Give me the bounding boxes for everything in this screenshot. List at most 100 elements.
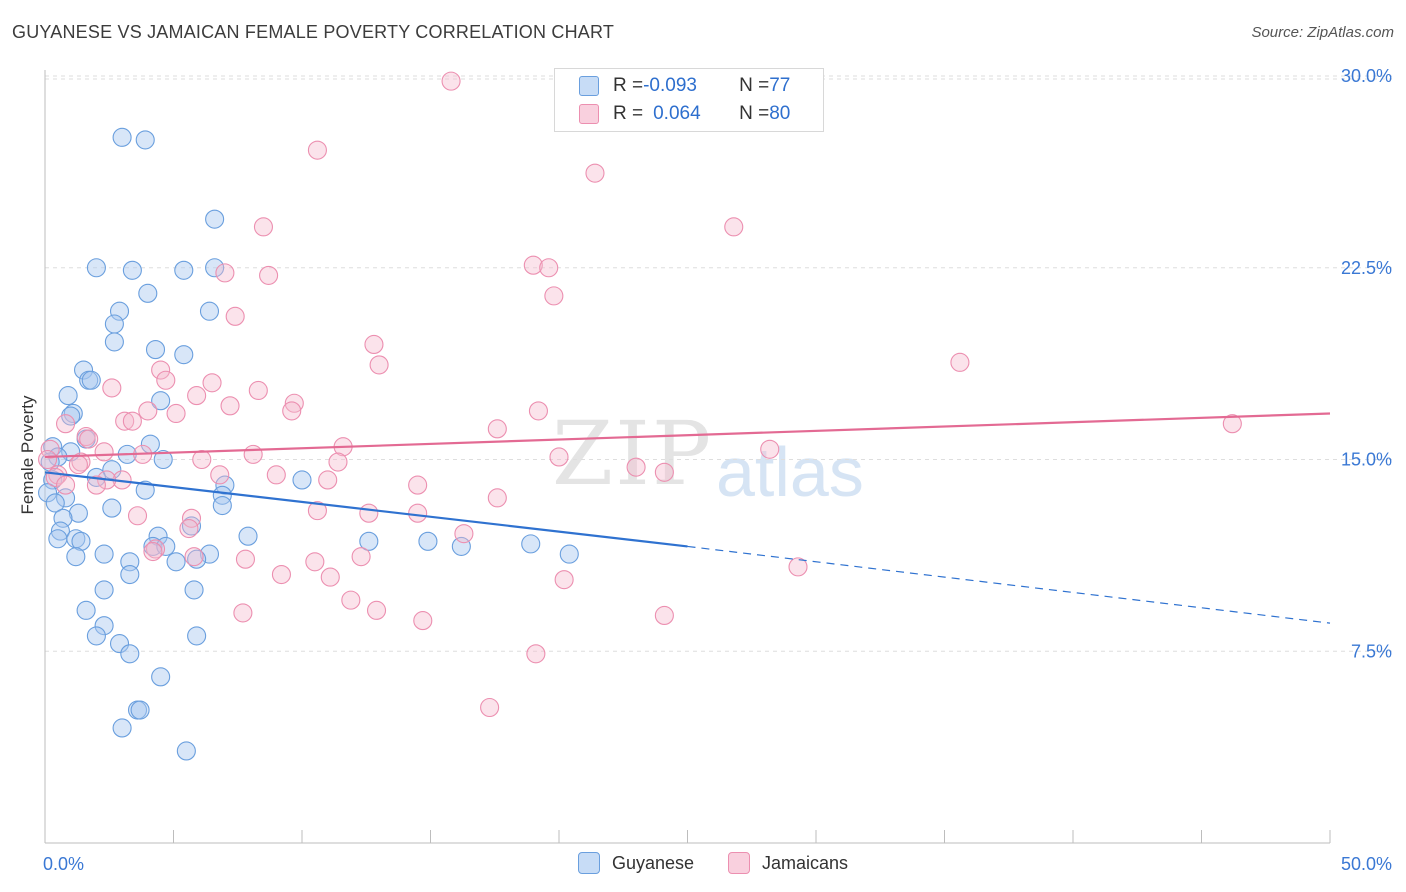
point-guyanese xyxy=(109,301,130,321)
legend-n-value: 80 xyxy=(769,103,791,124)
point-guyanese xyxy=(94,580,114,600)
point-jamaicans xyxy=(585,163,605,183)
point-jamaicans xyxy=(441,71,461,91)
correlation-legend: R = -0.093 N = 77 R = 0.064 N = 80 xyxy=(554,68,824,132)
point-jamaicans xyxy=(266,465,286,485)
axes xyxy=(44,70,1331,844)
point-guyanese xyxy=(205,209,225,229)
point-guyanese xyxy=(138,283,158,303)
bottom-swatch-guyanese xyxy=(578,852,600,874)
point-jamaicans xyxy=(79,429,99,449)
point-guyanese xyxy=(81,370,101,390)
legend-r-value: 0.064 xyxy=(653,103,701,124)
point-jamaicans xyxy=(950,352,970,372)
point-guyanese xyxy=(559,544,579,564)
point-guyanese xyxy=(48,529,68,549)
point-guyanese xyxy=(104,332,124,352)
point-jamaicans xyxy=(724,217,744,237)
point-jamaicans xyxy=(554,570,574,590)
point-jamaicans xyxy=(454,524,474,544)
point-guyanese xyxy=(238,526,258,546)
point-guyanese xyxy=(187,549,207,569)
point-jamaicans xyxy=(225,306,245,326)
point-guyanese xyxy=(38,483,58,503)
point-guyanese xyxy=(130,700,150,720)
point-jamaicans xyxy=(369,355,389,375)
point-jamaicans xyxy=(341,590,361,610)
point-guyanese xyxy=(212,495,232,516)
point-jamaicans xyxy=(480,697,500,718)
point-jamaicans xyxy=(359,503,379,523)
x-tick-label: 50.0% xyxy=(1341,854,1392,874)
point-guyanese xyxy=(66,547,86,567)
point-jamaicans xyxy=(318,470,338,490)
watermark-zip: ZIP xyxy=(552,402,714,505)
point-jamaicans xyxy=(220,396,240,416)
point-guyanese xyxy=(151,391,171,411)
point-jamaicans xyxy=(523,255,543,275)
point-jamaicans xyxy=(259,265,279,285)
legend-r-label: R = xyxy=(613,103,644,124)
point-jamaicans xyxy=(115,411,135,431)
point-guyanese xyxy=(135,480,155,500)
bottom-legend-jamaicans: Jamaicans xyxy=(728,852,848,874)
point-jamaicans xyxy=(248,380,268,401)
point-guyanese xyxy=(135,130,155,150)
point-guyanese xyxy=(181,516,202,536)
point-guyanese xyxy=(174,345,194,365)
point-jamaicans xyxy=(413,611,433,631)
point-guyanese xyxy=(145,340,166,360)
point-jamaicans xyxy=(271,564,291,585)
point-guyanese xyxy=(120,644,140,664)
legend-n-label: N = xyxy=(739,75,770,96)
point-jamaicans xyxy=(184,547,204,567)
bottom-legend-label: Guyanese xyxy=(612,852,695,873)
point-guyanese xyxy=(521,534,541,554)
point-jamaicans xyxy=(282,401,302,421)
point-guyanese xyxy=(45,493,65,513)
point-jamaicans xyxy=(151,360,171,380)
point-jamaicans xyxy=(351,547,371,567)
point-guyanese xyxy=(68,503,88,523)
point-jamaicans xyxy=(408,475,428,495)
point-guyanese xyxy=(359,531,379,551)
y-tick-label: 7.5% xyxy=(1351,641,1392,661)
point-guyanese xyxy=(86,258,106,278)
point-guyanese xyxy=(166,552,186,572)
point-guyanese xyxy=(112,718,132,738)
point-guyanese xyxy=(418,531,438,551)
point-jamaicans xyxy=(127,506,148,526)
point-guyanese xyxy=(86,626,106,646)
point-jamaicans xyxy=(328,452,348,472)
point-guyanese xyxy=(292,470,312,490)
point-jamaicans xyxy=(122,411,142,431)
point-guyanese xyxy=(187,626,207,646)
point-jamaicans xyxy=(156,370,176,390)
point-guyanese xyxy=(120,564,140,585)
point-jamaicans xyxy=(760,439,780,459)
point-jamaicans xyxy=(654,605,674,626)
point-jamaicans xyxy=(307,140,327,160)
point-jamaicans xyxy=(544,286,564,306)
point-jamaicans xyxy=(307,501,327,521)
point-jamaicans xyxy=(366,600,387,620)
point-guyanese xyxy=(199,544,220,564)
point-guyanese xyxy=(58,386,78,406)
point-jamaicans xyxy=(145,539,166,559)
point-jamaicans xyxy=(1222,414,1242,434)
point-jamaicans xyxy=(526,644,546,664)
y-tick-label: 22.5% xyxy=(1341,258,1392,278)
point-guyanese xyxy=(76,600,96,620)
point-jamaicans xyxy=(549,447,569,467)
point-jamaicans xyxy=(187,386,207,406)
point-guyanese xyxy=(74,360,94,380)
legend-n-label: N = xyxy=(739,103,770,124)
point-jamaicans xyxy=(215,263,235,283)
point-guyanese xyxy=(63,403,83,424)
trend-line-guyanese xyxy=(44,471,688,548)
point-jamaicans xyxy=(138,401,158,421)
legend-n-value: 77 xyxy=(769,75,791,96)
bottom-legend-guyanese: Guyanese xyxy=(578,852,694,874)
point-guyanese xyxy=(184,580,204,600)
